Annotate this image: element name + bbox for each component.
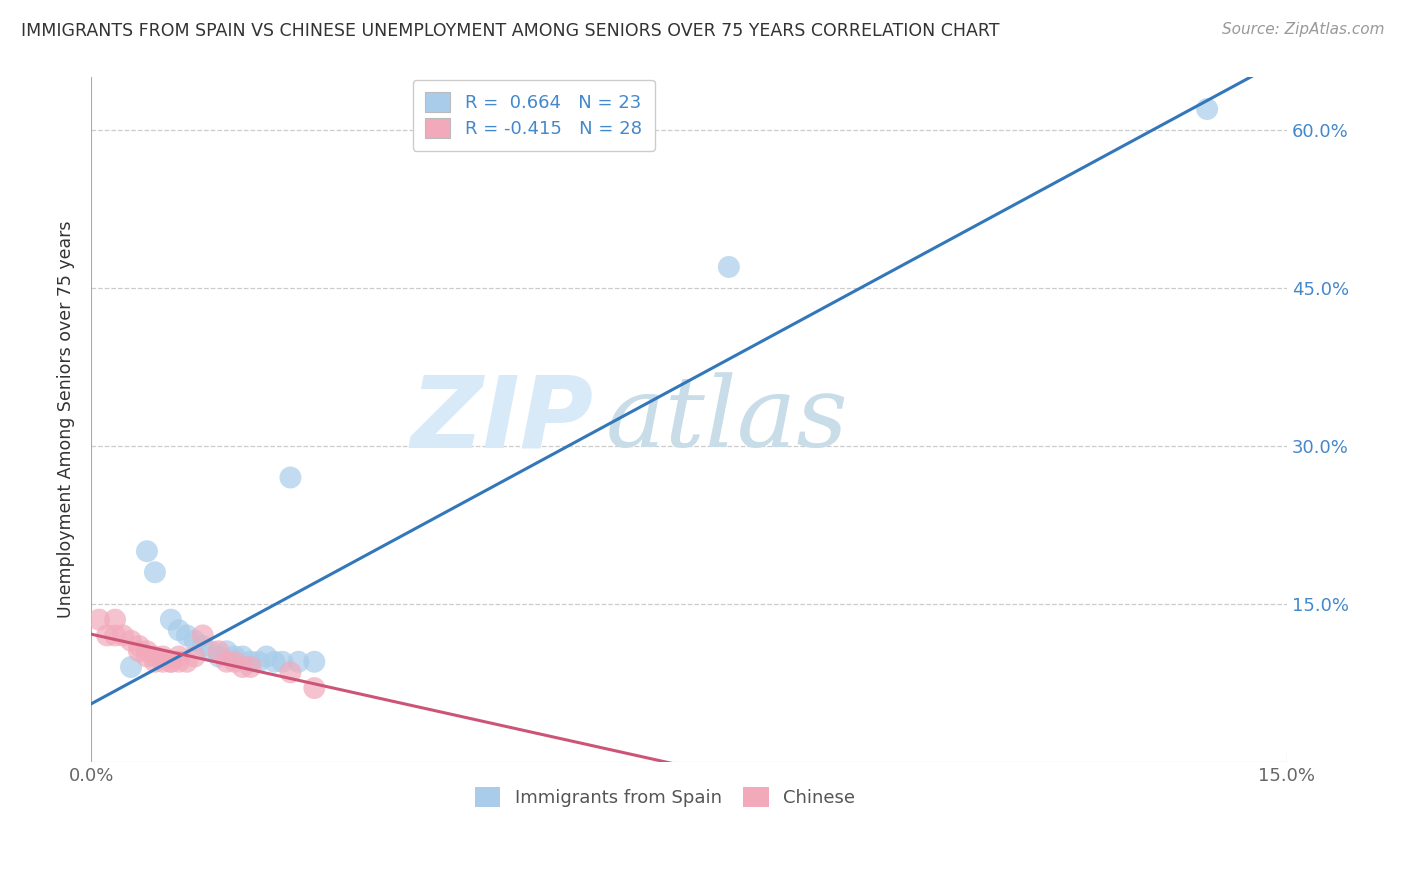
Point bbox=[215, 644, 238, 658]
Point bbox=[208, 649, 231, 664]
Point bbox=[128, 639, 150, 653]
Point bbox=[167, 649, 190, 664]
Text: ZIP: ZIP bbox=[411, 371, 593, 468]
Point bbox=[200, 644, 222, 658]
Point bbox=[104, 613, 127, 627]
Point bbox=[160, 613, 183, 627]
Point bbox=[160, 655, 183, 669]
Point bbox=[143, 566, 166, 580]
Point bbox=[160, 655, 183, 669]
Point bbox=[263, 655, 285, 669]
Point bbox=[271, 655, 294, 669]
Point bbox=[176, 628, 198, 642]
Point bbox=[104, 628, 127, 642]
Point bbox=[256, 649, 278, 664]
Point bbox=[143, 649, 166, 664]
Point bbox=[191, 628, 214, 642]
Point bbox=[167, 655, 190, 669]
Point bbox=[128, 644, 150, 658]
Text: IMMIGRANTS FROM SPAIN VS CHINESE UNEMPLOYMENT AMONG SENIORS OVER 75 YEARS CORREL: IMMIGRANTS FROM SPAIN VS CHINESE UNEMPLO… bbox=[21, 22, 1000, 40]
Point bbox=[232, 649, 254, 664]
Point bbox=[184, 633, 207, 648]
Point bbox=[208, 644, 231, 658]
Point bbox=[152, 655, 174, 669]
Legend: Immigrants from Spain, Chinese: Immigrants from Spain, Chinese bbox=[468, 780, 862, 814]
Point bbox=[717, 260, 740, 274]
Point bbox=[184, 649, 207, 664]
Point bbox=[239, 655, 262, 669]
Point bbox=[224, 649, 246, 664]
Point bbox=[1197, 102, 1219, 116]
Point bbox=[136, 544, 159, 558]
Point bbox=[287, 655, 309, 669]
Point bbox=[136, 649, 159, 664]
Y-axis label: Unemployment Among Seniors over 75 years: Unemployment Among Seniors over 75 years bbox=[58, 221, 75, 618]
Point bbox=[304, 681, 326, 695]
Point bbox=[304, 655, 326, 669]
Text: Source: ZipAtlas.com: Source: ZipAtlas.com bbox=[1222, 22, 1385, 37]
Point bbox=[96, 628, 118, 642]
Point bbox=[215, 655, 238, 669]
Point bbox=[143, 655, 166, 669]
Point bbox=[136, 644, 159, 658]
Point bbox=[152, 649, 174, 664]
Point bbox=[191, 639, 214, 653]
Text: atlas: atlas bbox=[606, 372, 848, 467]
Point bbox=[112, 628, 135, 642]
Point bbox=[239, 660, 262, 674]
Point bbox=[167, 623, 190, 637]
Point bbox=[280, 470, 302, 484]
Point bbox=[89, 613, 111, 627]
Point bbox=[120, 633, 142, 648]
Point bbox=[176, 655, 198, 669]
Point bbox=[120, 660, 142, 674]
Point bbox=[224, 655, 246, 669]
Point bbox=[232, 660, 254, 674]
Point bbox=[247, 655, 270, 669]
Point bbox=[280, 665, 302, 680]
